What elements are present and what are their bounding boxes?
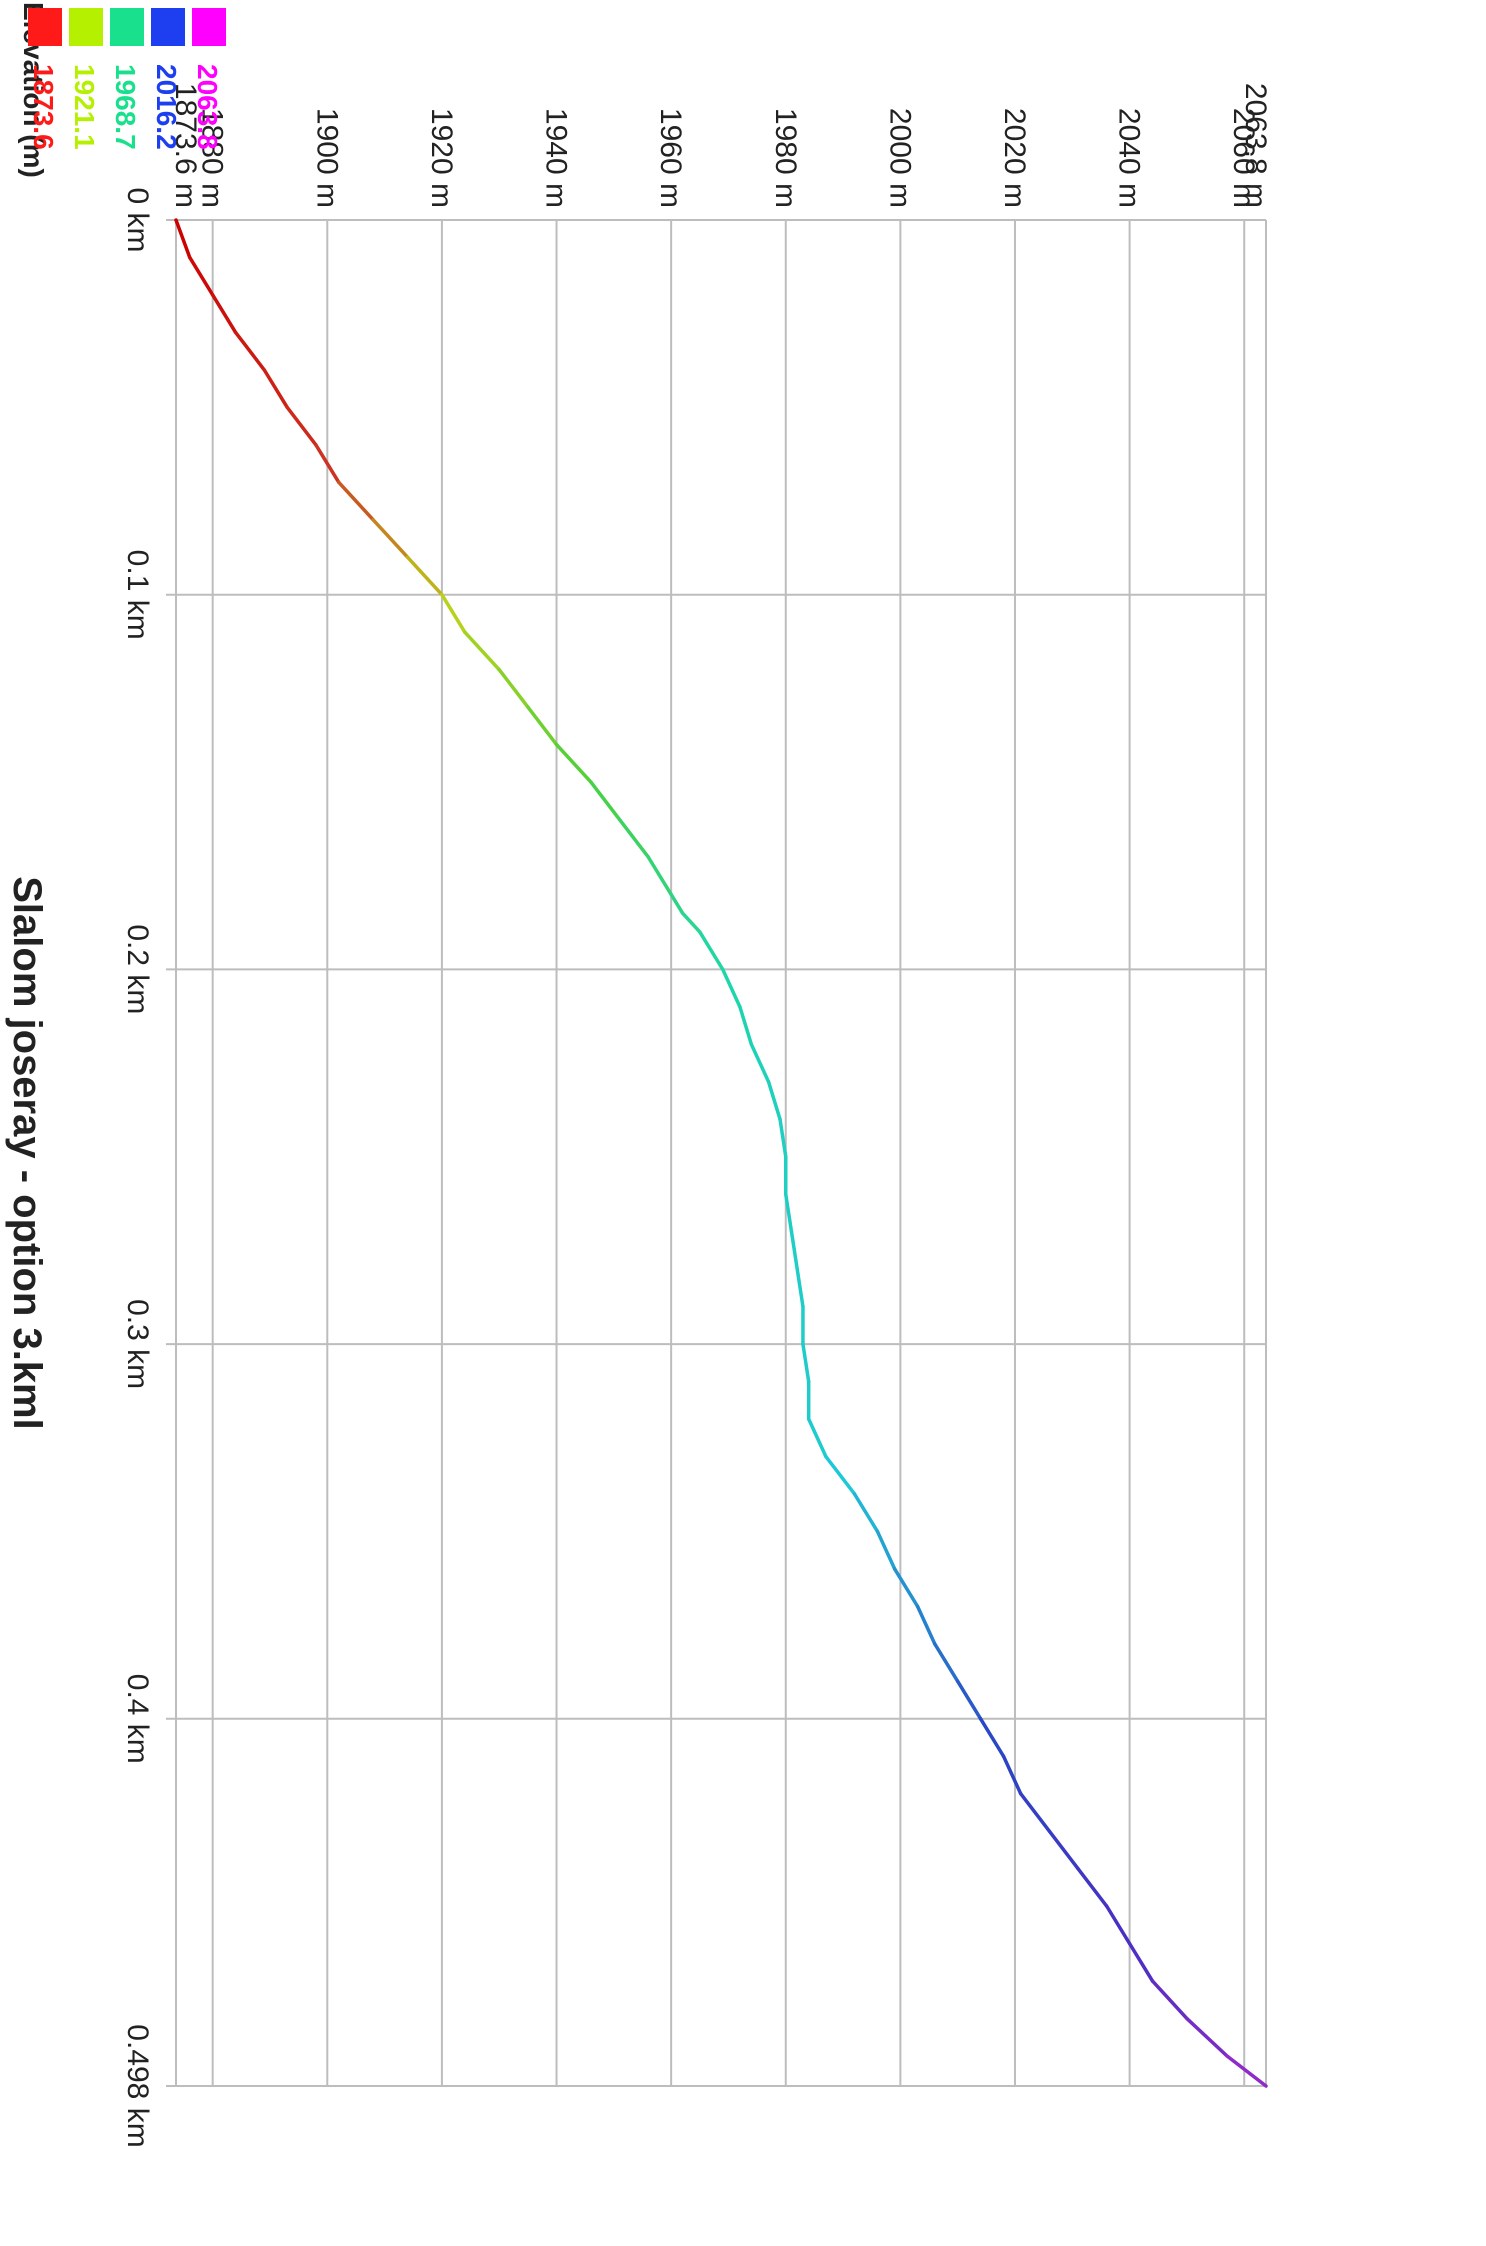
y-tick-label-10: 2060 m xyxy=(1227,108,1260,208)
line-segment-25 xyxy=(778,1117,788,1159)
line-segment-38 xyxy=(915,1604,937,1646)
line-segment-28 xyxy=(789,1229,799,1271)
legend-label-1: 2016.2 xyxy=(151,64,182,150)
line-segment-46 xyxy=(1104,1904,1132,1946)
line-segment-43 xyxy=(1018,1791,1052,1833)
y-tick-label-0: 1873.6 m xyxy=(169,83,202,208)
legend-label-2: 1968.7 xyxy=(110,64,141,150)
y-tick-label-5: 1960 m xyxy=(654,108,687,208)
line-segment-15 xyxy=(589,780,622,822)
legend-swatch-3 xyxy=(69,8,103,46)
line-segment-41 xyxy=(978,1717,1006,1759)
legend: Elevation (m) 2063.82016.21968.71921.118… xyxy=(18,2,226,178)
gridlines-vertical xyxy=(166,219,1266,2087)
gridlines-horizontal xyxy=(175,220,1267,2086)
line-segment-37 xyxy=(892,1567,920,1609)
line-segment-17 xyxy=(646,855,673,897)
legend-label-4: 1873.6 xyxy=(28,64,59,150)
line-segment-3 xyxy=(233,330,267,372)
x-tick-label-3: 0.3 km xyxy=(121,1299,154,1389)
y-tick-label-11: 2063.8 m xyxy=(1239,83,1272,208)
legend-label-3: 1921.1 xyxy=(69,64,100,150)
line-segment-27 xyxy=(784,1192,794,1234)
line-segment-2 xyxy=(210,293,238,335)
line-segment-24 xyxy=(766,1080,782,1122)
line-segment-40 xyxy=(955,1679,983,1721)
line-segment-36 xyxy=(875,1529,897,1571)
line-segment-42 xyxy=(1001,1754,1023,1796)
legend-label-0: 2063.8 xyxy=(192,64,223,150)
x-tick-label-5: 0.498 km xyxy=(121,2024,154,2147)
line-segment-4 xyxy=(262,368,289,410)
x-tick-label-4: 0.4 km xyxy=(121,1674,154,1764)
line-segment-35 xyxy=(852,1492,880,1534)
elevation-line-series xyxy=(174,218,1268,2088)
line-segment-44 xyxy=(1047,1829,1080,1871)
chart-title: Slalom joseray - option 3.kml xyxy=(5,876,49,1429)
line-segment-33 xyxy=(806,1417,828,1459)
line-segment-1 xyxy=(188,255,215,297)
line-segment-16 xyxy=(617,817,650,859)
line-segment-47 xyxy=(1127,1941,1155,1983)
y-tick-label-8: 2020 m xyxy=(998,108,1031,208)
line-segment-9 xyxy=(405,555,444,597)
legend-swatch-2 xyxy=(110,8,144,46)
y-tick-label-9: 2040 m xyxy=(1113,108,1146,208)
y-tick-label-2: 1900 m xyxy=(310,108,343,208)
x-tick-label-2: 0.2 km xyxy=(121,924,154,1014)
line-segment-10 xyxy=(440,592,467,634)
line-segment-22 xyxy=(738,1005,754,1047)
line-segment-12 xyxy=(497,667,530,709)
legend-swatch-1 xyxy=(151,8,185,46)
line-segment-31 xyxy=(801,1342,811,1384)
line-segment-18 xyxy=(669,892,685,915)
line-segment-7 xyxy=(337,480,375,522)
line-segment-14 xyxy=(554,742,593,784)
legend-swatch-0 xyxy=(192,8,226,46)
line-segment-23 xyxy=(749,1042,771,1084)
x-axis-tick-labels: 0 km 0.1 km 0.2 km 0.3 km 0.4 km 0.498 km xyxy=(121,187,154,2147)
x-tick-label-1: 0.1 km xyxy=(121,550,154,640)
x-tick-label-0: 0 km xyxy=(121,187,154,252)
line-segment-29 xyxy=(795,1267,805,1309)
line-segment-11 xyxy=(463,630,501,672)
line-segment-21 xyxy=(720,967,742,1009)
y-tick-label-7: 2000 m xyxy=(883,108,916,208)
line-segment-20 xyxy=(698,930,725,972)
y-tick-label-4: 1940 m xyxy=(540,108,573,208)
line-segment-13 xyxy=(526,705,559,747)
line-segment-19 xyxy=(680,911,702,934)
line-segment-39 xyxy=(933,1642,960,1684)
legend-entries: 2063.8 2016.2 1968.7 1921.1 1873.6 xyxy=(28,8,226,150)
line-segment-49 xyxy=(1185,2016,1229,2058)
y-tick-label-3: 1920 m xyxy=(425,108,458,208)
line-segment-45 xyxy=(1076,1866,1109,1908)
legend-swatch-4 xyxy=(28,8,62,46)
y-tick-label-1: 1880 m xyxy=(196,108,229,208)
line-segment-50 xyxy=(1225,2054,1268,2088)
line-segment-34 xyxy=(824,1454,857,1496)
line-segment-48 xyxy=(1150,1979,1189,2021)
line-segment-6 xyxy=(314,443,341,485)
line-segment-8 xyxy=(371,518,410,559)
line-segment-5 xyxy=(285,405,318,447)
y-tick-label-6: 1980 m xyxy=(769,108,802,208)
line-segment-0 xyxy=(174,218,192,260)
